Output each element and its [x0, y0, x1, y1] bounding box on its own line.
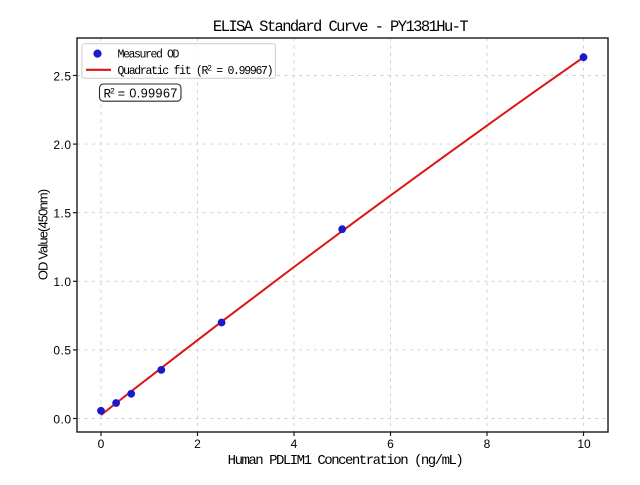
- svg-text:0.5: 0.5: [53, 344, 71, 358]
- svg-text:2.5: 2.5: [53, 69, 71, 83]
- svg-text:ELISA Standard Curve - PY1381H: ELISA Standard Curve - PY1381Hu-T: [213, 18, 468, 36]
- svg-text:4: 4: [291, 437, 298, 451]
- svg-text:8: 8: [484, 437, 491, 451]
- svg-text:OD Value(450nm): OD Value(450nm): [36, 189, 51, 280]
- svg-text:0.0: 0.0: [53, 412, 71, 426]
- svg-text:Quadratic fit (R2 = 0.99967): Quadratic fit (R2 = 0.99967): [118, 64, 273, 78]
- svg-text:1.5: 1.5: [53, 207, 71, 221]
- svg-text:2: 2: [194, 437, 201, 451]
- svg-text:Human PDLIM1 Concentration (ng: Human PDLIM1 Concentration (ng/mL): [228, 453, 463, 469]
- svg-text:6: 6: [387, 437, 394, 451]
- svg-text:R2 = 0.99967: R2 = 0.99967: [104, 87, 178, 102]
- svg-text:1.0: 1.0: [53, 275, 71, 289]
- svg-text:0: 0: [98, 437, 105, 451]
- svg-text:2.0: 2.0: [53, 138, 71, 152]
- svg-text:Measured OD: Measured OD: [118, 49, 180, 62]
- svg-text:10: 10: [577, 437, 591, 451]
